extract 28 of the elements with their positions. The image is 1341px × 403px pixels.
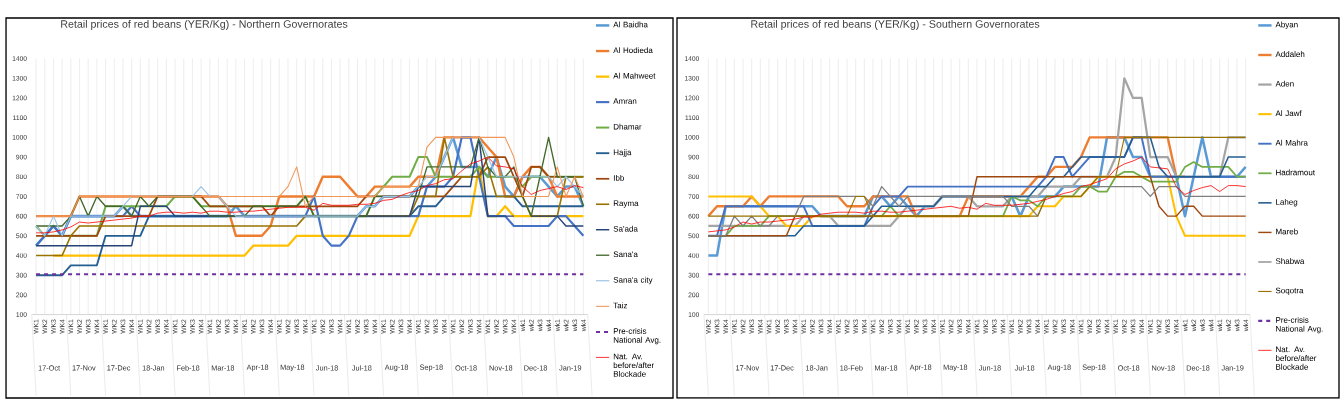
legend-label: Addaleh bbox=[1275, 51, 1305, 57]
legend-label: Al Jawf bbox=[1275, 110, 1302, 117]
legend-label: Mareb bbox=[1276, 228, 1298, 235]
legend-label: Taiz bbox=[613, 302, 628, 309]
legend-label: Al Mahweet bbox=[613, 72, 656, 79]
chart-title: Retail prices of red beans (YER/Kg) - Southern Governorates bbox=[751, 19, 1040, 30]
legend-label: Nat. Av. before/after Blockade bbox=[1275, 346, 1317, 370]
legend-label: Al Mahra bbox=[1275, 139, 1308, 146]
legend-label: Abyan bbox=[1275, 21, 1298, 29]
legend-label: Shabwa bbox=[1275, 258, 1305, 264]
chart-title: Retail prices of red beans (YER/Kg) - Northern Governorates bbox=[61, 19, 348, 30]
legend-label: Laheg bbox=[1276, 198, 1298, 207]
legend-label: Sana'a bbox=[613, 251, 638, 258]
legend-label: Dhamar bbox=[613, 123, 642, 130]
legend-label: Aden bbox=[1275, 80, 1294, 87]
legend-label: Pre-crisis National Avg. bbox=[613, 328, 661, 345]
legend-label: Sana'a city bbox=[613, 276, 653, 285]
legend-label: Hadramout bbox=[1276, 169, 1315, 176]
legend-label: Sa'ada bbox=[613, 225, 638, 232]
legend-label: Al Hodieda bbox=[613, 47, 653, 54]
legend-label: Hajja bbox=[613, 149, 632, 157]
legend-label: Rayma bbox=[613, 200, 639, 208]
legend-label: Amran bbox=[613, 98, 637, 104]
legend-label: Soqotra bbox=[1275, 287, 1304, 295]
legend-label: Ibb bbox=[613, 174, 625, 181]
legend-label: Nat. Av. before/after Blockade bbox=[613, 353, 654, 377]
legend-label: Al Baidha bbox=[613, 21, 648, 28]
legend-label: Pre-crisis National Avg. bbox=[1276, 317, 1323, 334]
